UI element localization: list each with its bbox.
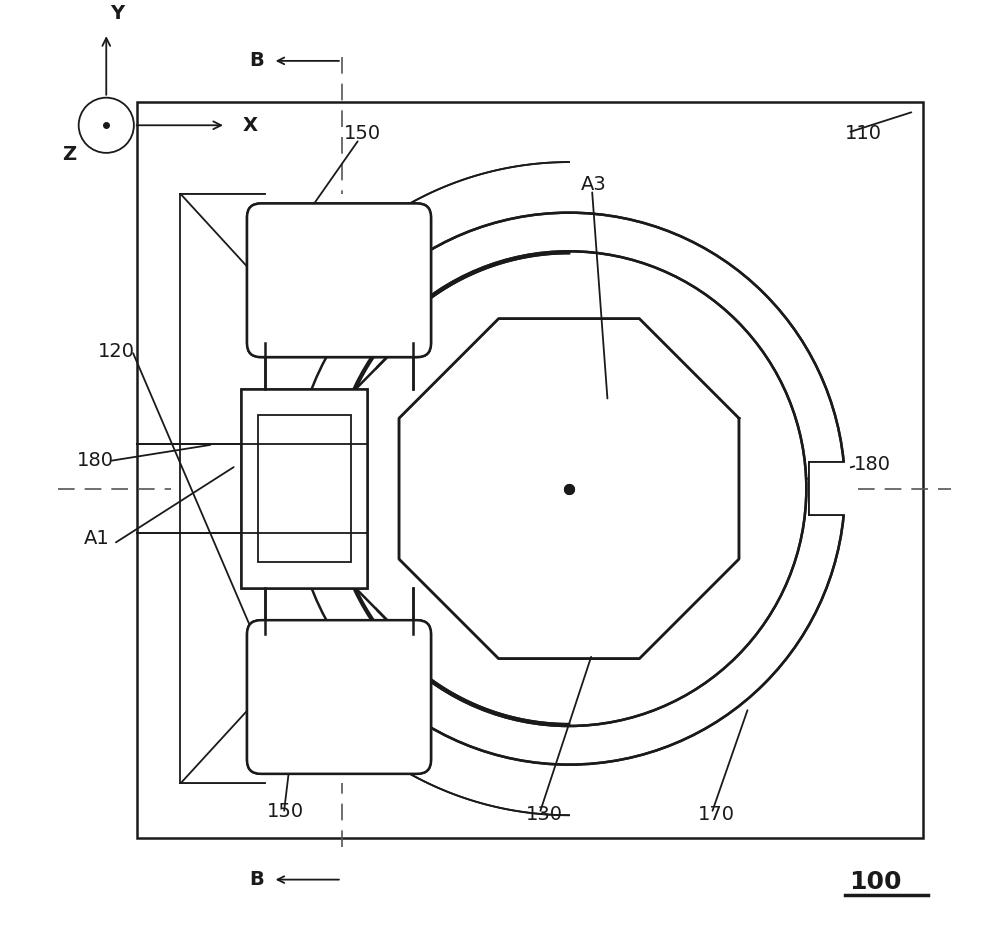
Text: B: B — [249, 51, 264, 70]
Bar — [809, 462, 850, 515]
Text: 120: 120 — [98, 342, 135, 362]
Bar — [809, 462, 850, 515]
Text: 100: 100 — [850, 870, 902, 894]
FancyBboxPatch shape — [247, 620, 431, 774]
FancyBboxPatch shape — [247, 203, 431, 357]
Bar — [258, 415, 351, 563]
Text: A1: A1 — [84, 528, 110, 548]
Text: X: X — [242, 116, 257, 134]
Bar — [137, 102, 923, 838]
Circle shape — [293, 212, 845, 765]
Circle shape — [332, 251, 806, 726]
Text: B: B — [249, 870, 264, 889]
Text: 150: 150 — [344, 124, 381, 143]
Bar — [241, 389, 367, 588]
Text: 180: 180 — [854, 455, 891, 475]
Bar — [258, 415, 351, 563]
Text: 180: 180 — [77, 451, 114, 470]
Text: A3: A3 — [581, 174, 607, 194]
Text: Y: Y — [110, 5, 124, 23]
Text: Z: Z — [62, 146, 77, 164]
Circle shape — [79, 97, 134, 153]
FancyBboxPatch shape — [247, 620, 431, 774]
Text: 150: 150 — [267, 802, 304, 821]
Text: 170: 170 — [698, 805, 735, 824]
FancyBboxPatch shape — [247, 203, 431, 357]
Text: 130: 130 — [526, 805, 563, 824]
Bar — [241, 389, 367, 588]
Text: 110: 110 — [845, 124, 882, 143]
Bar — [171, 195, 376, 783]
